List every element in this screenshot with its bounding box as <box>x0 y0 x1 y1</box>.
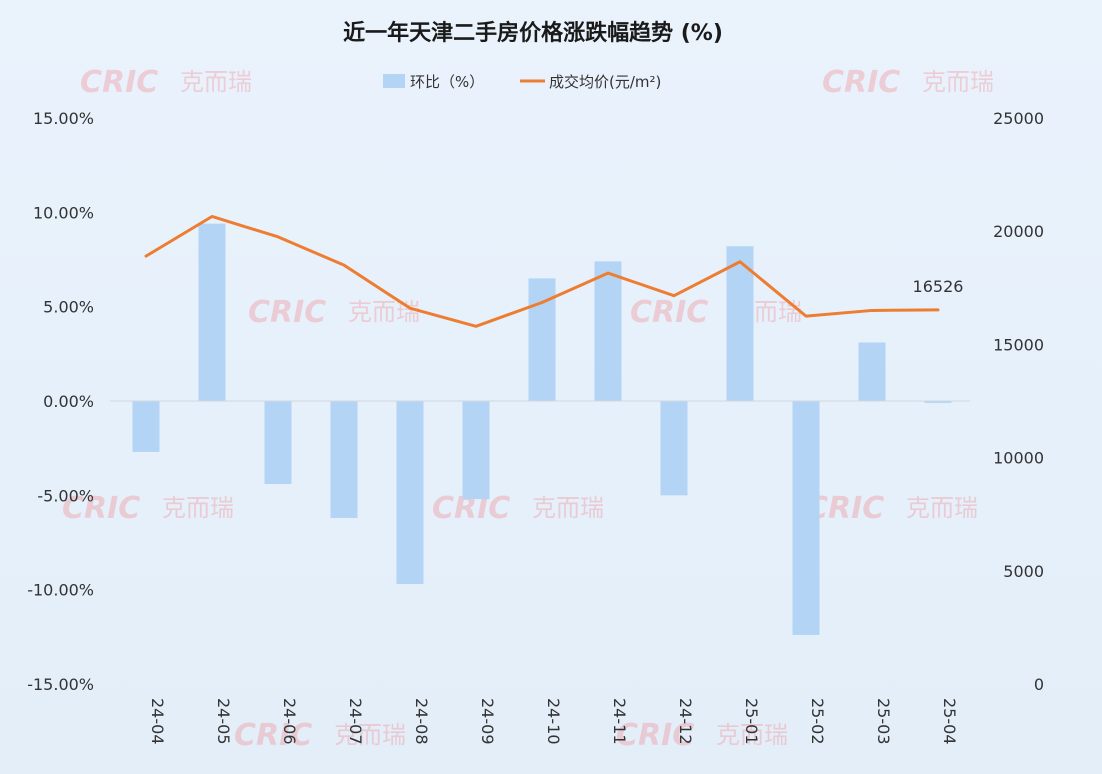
watermark-text: 克而瑞 <box>348 298 420 326</box>
left-axis-tick-label: 5.00% <box>43 298 94 317</box>
left-axis-tick-label: 15.00% <box>33 109 94 128</box>
watermark-logo: CRIC <box>822 65 900 100</box>
left-axis: 15.00% 10.00% 5.00% 0.00% -5.00% -10.00% -15.0… <box>27 109 94 694</box>
x-axis-tick-label: 25-02 <box>808 698 827 745</box>
watermark-text: 克而瑞 <box>334 721 406 749</box>
watermark-text: 克而瑞 <box>532 494 604 522</box>
watermark-logo: CRIC <box>62 491 140 526</box>
bar-24-06 <box>264 401 292 485</box>
x-axis-tick-label: 24-07 <box>346 698 365 745</box>
line-series <box>144 214 940 328</box>
bar-24-07 <box>330 401 358 518</box>
x-axis-tick-label: 24-05 <box>214 698 233 745</box>
chart-title: 近一年天津二手房价格涨跌幅趋势 (%) <box>343 20 723 46</box>
right-axis-tick-label: 5000 <box>1003 562 1044 581</box>
right-axis: 25000 20000 15000 10000 5000 0 <box>993 109 1044 694</box>
bar-series <box>132 223 952 635</box>
x-axis: 24-04 24-05 24-06 24-07 24-08 24-09 24-10 24-11… <box>148 698 959 745</box>
watermark-text: 克而瑞 <box>716 721 788 749</box>
x-axis-tick-label: 24-10 <box>544 698 563 745</box>
watermark-logo: CRIC <box>234 718 312 753</box>
bar-25-02 <box>792 401 820 635</box>
bar-24-05 <box>198 223 226 401</box>
left-axis-tick-label: 10.00% <box>33 203 94 222</box>
watermark-text: 克而瑞 <box>906 494 978 522</box>
x-axis-tick-label: 25-04 <box>940 698 959 745</box>
x-axis-tick-label: 24-09 <box>478 698 497 745</box>
legend-bar-label: 环比（%） <box>410 73 484 91</box>
watermark-text: 克而瑞 <box>180 68 252 96</box>
x-axis-tick-label: 24-06 <box>280 698 299 745</box>
left-axis-tick-label: -10.00% <box>27 581 94 600</box>
x-axis-tick-label: 25-01 <box>742 698 761 745</box>
x-axis-tick-label: 24-04 <box>148 698 167 745</box>
x-axis-tick-label: 24-11 <box>610 698 629 745</box>
legend: 环比（%） 成交均价(元/m²) <box>383 73 661 91</box>
right-axis-tick-label: 15000 <box>993 335 1044 354</box>
right-axis-tick-label: 20000 <box>993 222 1044 241</box>
x-axis-tick-label: 24-12 <box>676 698 695 745</box>
watermark-text: 克而瑞 <box>922 68 994 96</box>
right-axis-tick-label: 25000 <box>993 109 1044 128</box>
bar-25-01 <box>726 246 754 401</box>
bar-25-04 <box>924 401 952 403</box>
bar-25-03 <box>858 342 886 401</box>
watermark-logo: CRIC <box>80 65 158 100</box>
x-axis-tick-label: 25-03 <box>874 698 893 745</box>
watermark-logo: CRIC <box>616 718 694 753</box>
right-axis-tick-label: 10000 <box>993 449 1044 468</box>
bar-24-04 <box>132 401 160 452</box>
left-axis-tick-label: -5.00% <box>37 486 94 505</box>
left-axis-tick-label: 0.00% <box>43 392 94 411</box>
bar-24-08 <box>396 401 424 585</box>
bar-24-11 <box>594 261 622 401</box>
legend-line-label: 成交均价(元/m²) <box>549 73 661 91</box>
watermark-layer: CRIC 克而瑞 CRIC 克而瑞 CRIC 克而瑞 CRIC 克而瑞 CRIC 克而瑞 CRIC 克… <box>62 65 994 753</box>
watermark-logo: CRIC <box>630 295 708 330</box>
left-axis-tick-label: -15.00% <box>27 675 94 694</box>
data-labels: 16526 <box>913 277 964 296</box>
legend-bar-swatch <box>383 74 405 88</box>
data-label: 16526 <box>913 277 964 296</box>
x-axis-tick-label: 24-08 <box>412 698 431 745</box>
right-axis-tick-label: 0 <box>1034 675 1044 694</box>
bar-24-12 <box>660 401 688 496</box>
watermark-text: 克而瑞 <box>162 494 234 522</box>
bar-24-09 <box>462 401 490 500</box>
watermark-logo: CRIC <box>248 295 326 330</box>
